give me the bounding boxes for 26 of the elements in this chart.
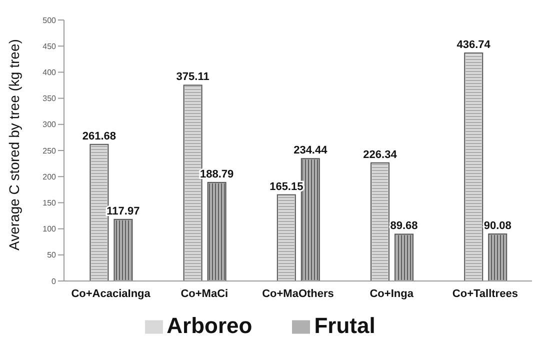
y-tick-label: 500 xyxy=(42,16,57,25)
y-tick-label: 400 xyxy=(42,68,57,78)
y-tick-label: 0 xyxy=(52,276,57,286)
legend-label: Frutal xyxy=(314,313,376,338)
y-axis-title: Average C stored by tree (kg tree) xyxy=(6,39,22,250)
data-label: 261.68 xyxy=(82,130,116,142)
y-tick-label: 150 xyxy=(42,198,57,208)
x-tick-label: Co+Talltrees xyxy=(452,288,518,300)
y-tick-label: 50 xyxy=(47,250,57,260)
x-tick-label: Co+MaOthers xyxy=(262,288,334,300)
data-label: 89.68 xyxy=(390,220,418,232)
y-tick-label: 250 xyxy=(42,146,57,156)
data-label: 234.44 xyxy=(294,144,328,157)
x-tick-label: Co+Inga xyxy=(370,288,414,300)
data-label: 436.74 xyxy=(456,39,492,52)
y-tick-label: 100 xyxy=(42,224,57,234)
x-tick-label: Co+AcaciaInga xyxy=(71,288,152,300)
y-tick-label: 200 xyxy=(42,172,57,182)
data-label: 90.08 xyxy=(484,220,512,232)
y-tick-label: 300 xyxy=(42,120,57,130)
data-label: 375.11 xyxy=(176,71,210,84)
y-tick-label: 350 xyxy=(42,94,57,104)
data-label: 226.34 xyxy=(363,148,398,161)
legend-label: Arboreo xyxy=(166,313,252,338)
x-tick-label: Co+MaCi xyxy=(180,288,228,300)
y-tick-label: 450 xyxy=(42,42,57,51)
